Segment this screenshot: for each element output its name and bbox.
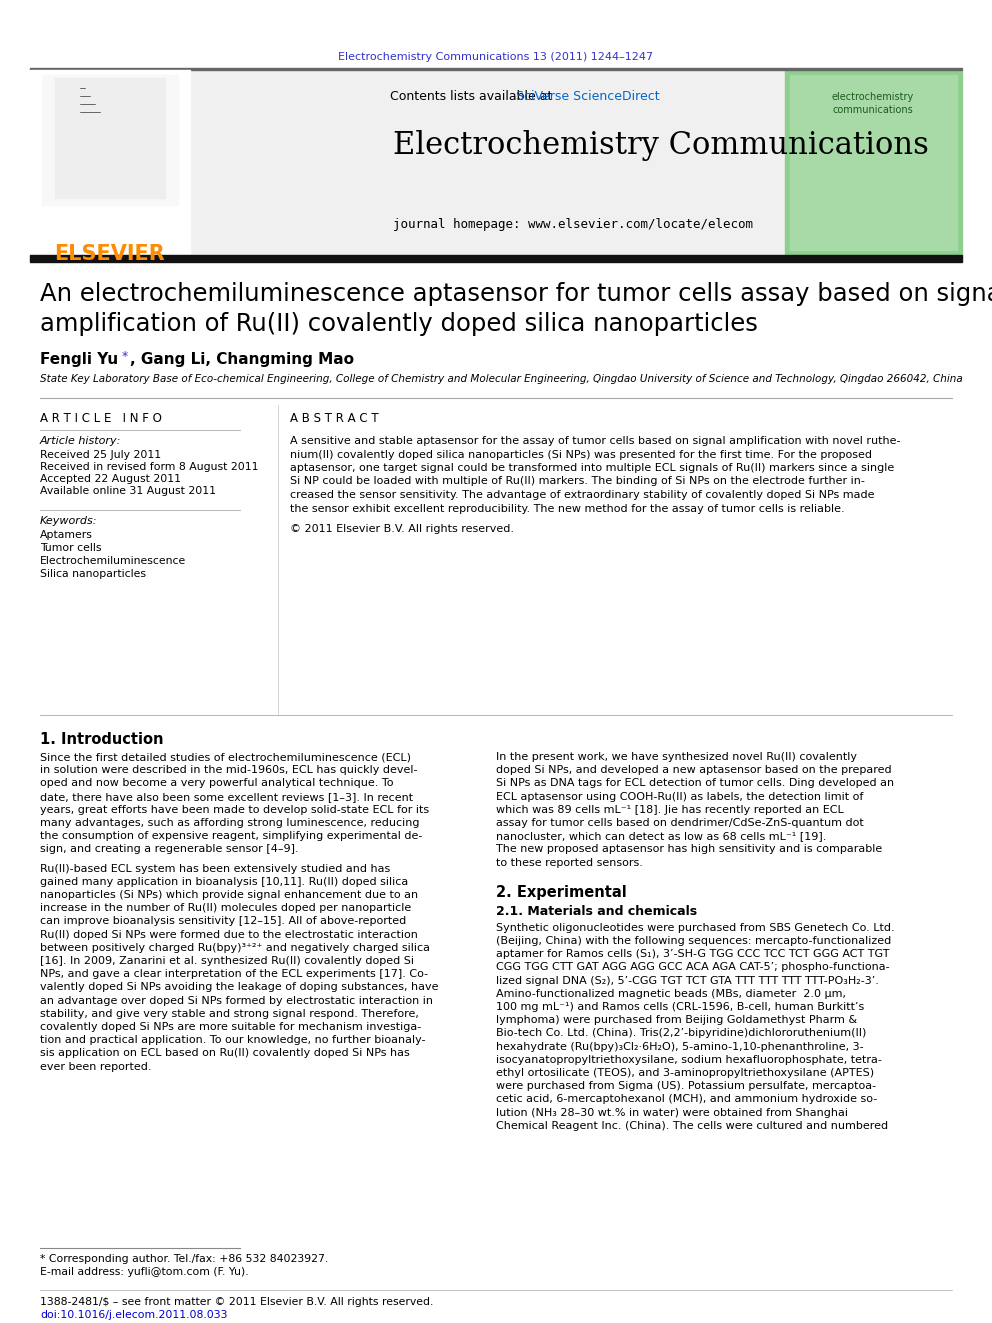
Text: gained many application in bioanalysis [10,11]. Ru(II) doped silica: gained many application in bioanalysis […	[40, 877, 409, 886]
Text: 2. Experimental: 2. Experimental	[496, 885, 627, 900]
Text: stability, and give very stable and strong signal respond. Therefore,: stability, and give very stable and stro…	[40, 1009, 419, 1019]
Text: lution (NH₃ 28–30 wt.% in water) were obtained from Shanghai: lution (NH₃ 28–30 wt.% in water) were ob…	[496, 1107, 848, 1118]
Text: Synthetic oligonucleotides were purchased from SBS Genetech Co. Ltd.: Synthetic oligonucleotides were purchase…	[496, 923, 895, 933]
Text: Electrochemistry Communications 13 (2011) 1244–1247: Electrochemistry Communications 13 (2011…	[338, 52, 654, 62]
Text: sis application on ECL based on Ru(II) covalently doped Si NPs has: sis application on ECL based on Ru(II) c…	[40, 1048, 410, 1058]
Text: the consumption of expensive reagent, simplifying experimental de-: the consumption of expensive reagent, si…	[40, 831, 423, 841]
Text: Contents lists available at: Contents lists available at	[390, 90, 557, 103]
Text: CGG TGG CTT GAT AGG AGG GCC ACA AGA CAT-5’; phospho-functiona-: CGG TGG CTT GAT AGG AGG GCC ACA AGA CAT-…	[496, 962, 890, 972]
Text: covalently doped Si NPs are more suitable for mechanism investiga-: covalently doped Si NPs are more suitabl…	[40, 1021, 422, 1032]
Text: A B S T R A C T: A B S T R A C T	[290, 411, 379, 425]
Text: tion and practical application. To our knowledge, no further bioanaly-: tion and practical application. To our k…	[40, 1035, 426, 1045]
Bar	[30, 70, 190, 255]
Bar	[190, 70, 785, 255]
Text: A sensitive and stable aptasensor for the assay of tumor cells based on signal a: A sensitive and stable aptasensor for th…	[290, 437, 901, 446]
Text: increase in the number of Ru(II) molecules doped per nanoparticle: increase in the number of Ru(II) molecul…	[40, 904, 412, 913]
Text: Aptamers: Aptamers	[40, 531, 93, 540]
Text: Electrochemistry Communications: Electrochemistry Communications	[393, 130, 929, 161]
Text: sign, and creating a regenerable sensor [4–9].: sign, and creating a regenerable sensor …	[40, 844, 299, 855]
Text: Article history:: Article history:	[40, 437, 121, 446]
Bar	[785, 70, 962, 255]
Text: In the present work, we have synthesized novel Ru(II) covalently: In the present work, we have synthesized…	[496, 751, 857, 762]
Text: between positively charged Ru(bpy)³⁺²⁺ and negatively charged silica: between positively charged Ru(bpy)³⁺²⁺ a…	[40, 943, 430, 953]
Text: 100 mg mL⁻¹) and Ramos cells (CRL-1596, B-cell, human Burkitt’s: 100 mg mL⁻¹) and Ramos cells (CRL-1596, …	[496, 1002, 864, 1012]
Text: amplification of Ru(II) covalently doped silica nanoparticles: amplification of Ru(II) covalently doped…	[40, 312, 758, 336]
Text: electrochemistry
communications: electrochemistry communications	[832, 93, 914, 115]
Text: ethyl ortosilicate (TEOS), and 3-aminopropyltriethoxysilane (APTES): ethyl ortosilicate (TEOS), and 3-aminopr…	[496, 1068, 874, 1078]
Text: lized signal DNA (S₂), 5’-CGG TGT TCT GTA TTT TTT TTT TTT-PO₃H₂-3’.: lized signal DNA (S₂), 5’-CGG TGT TCT GT…	[496, 975, 879, 986]
Text: Tumor cells: Tumor cells	[40, 542, 101, 553]
Bar	[790, 75, 957, 250]
Text: Available online 31 August 2011: Available online 31 August 2011	[40, 486, 216, 496]
Bar	[30, 67, 962, 70]
Text: NPs, and gave a clear interpretation of the ECL experiments [17]. Co-: NPs, and gave a clear interpretation of …	[40, 970, 429, 979]
Text: State Key Laboratory Base of Eco-chemical Engineering, College of Chemistry and : State Key Laboratory Base of Eco-chemica…	[40, 374, 963, 384]
Text: , Gang Li, Changming Mao: , Gang Li, Changming Mao	[130, 352, 354, 366]
Text: can improve bioanalysis sensitivity [12–15]. All of above-reported: can improve bioanalysis sensitivity [12–…	[40, 917, 407, 926]
Text: A R T I C L E   I N F O: A R T I C L E I N F O	[40, 411, 162, 425]
Text: nium(II) covalently doped silica nanoparticles (Si NPs) was presented for the fi: nium(II) covalently doped silica nanopar…	[290, 450, 872, 459]
Text: many advantages, such as affording strong luminescence, reducing: many advantages, such as affording stron…	[40, 818, 420, 828]
Text: Amino-functionalized magnetic beads (MBs, diameter  2.0 μm,: Amino-functionalized magnetic beads (MBs…	[496, 988, 846, 999]
Text: creased the sensor sensitivity. The advantage of extraordinary stability of cova: creased the sensor sensitivity. The adva…	[290, 490, 875, 500]
Text: Accepted 22 August 2011: Accepted 22 August 2011	[40, 474, 181, 484]
Text: doped Si NPs, and developed a new aptasensor based on the prepared: doped Si NPs, and developed a new aptase…	[496, 765, 892, 775]
Text: SciVerse ScienceDirect: SciVerse ScienceDirect	[516, 90, 660, 103]
Text: Chemical Reagent Inc. (China). The cells were cultured and numbered: Chemical Reagent Inc. (China). The cells…	[496, 1121, 888, 1131]
Text: Electrochemiluminescence: Electrochemiluminescence	[40, 556, 186, 566]
Text: Si NPs as DNA tags for ECL detection of tumor cells. Ding developed an: Si NPs as DNA tags for ECL detection of …	[496, 778, 894, 789]
Text: * Corresponding author. Tel./fax: +86 532 84023927.: * Corresponding author. Tel./fax: +86 53…	[40, 1254, 328, 1263]
Bar	[30, 255, 962, 262]
Text: Fengli Yu: Fengli Yu	[40, 352, 123, 366]
Text: isocyanatopropyltriethoxysilane, sodium hexafluorophosphate, tetra-: isocyanatopropyltriethoxysilane, sodium …	[496, 1054, 882, 1065]
Text: assay for tumor cells based on dendrimer/CdSe-ZnS-quantum dot: assay for tumor cells based on dendrimer…	[496, 818, 864, 828]
Text: Keywords:: Keywords:	[40, 516, 97, 527]
Text: lymphoma) were purchased from Beijing Goldamethyst Pharm &: lymphoma) were purchased from Beijing Go…	[496, 1015, 857, 1025]
Text: nanocluster, which can detect as low as 68 cells mL⁻¹ [19].: nanocluster, which can detect as low as …	[496, 831, 826, 841]
Text: Ru(II)-based ECL system has been extensively studied and has: Ru(II)-based ECL system has been extensi…	[40, 864, 390, 873]
Text: 1. Introduction: 1. Introduction	[40, 732, 164, 747]
Text: years, great efforts have been made to develop solid-state ECL for its: years, great efforts have been made to d…	[40, 804, 430, 815]
Text: An electrochemiluminescence aptasensor for tumor cells assay based on signal: An electrochemiluminescence aptasensor f…	[40, 282, 992, 306]
Text: an advantage over doped Si NPs formed by electrostatic interaction in: an advantage over doped Si NPs formed by…	[40, 996, 433, 1005]
Text: in solution were described in the mid-1960s, ECL has quickly devel-: in solution were described in the mid-19…	[40, 765, 418, 775]
Text: Since the first detailed studies of electrochemiluminescence (ECL): Since the first detailed studies of elec…	[40, 751, 411, 762]
Text: to these reported sensors.: to these reported sensors.	[496, 857, 643, 868]
Text: valently doped Si NPs avoiding the leakage of doping substances, have: valently doped Si NPs avoiding the leaka…	[40, 983, 438, 992]
Text: ECL aptasensor using COOH-Ru(II) as labels, the detection limit of: ECL aptasensor using COOH-Ru(II) as labe…	[496, 791, 863, 802]
Text: date, there have also been some excellent reviews [1–3]. In recent: date, there have also been some excellen…	[40, 791, 413, 802]
Text: Bio-tech Co. Ltd. (China). Tris(2,2’-bipyridine)dichlororuthenium(II): Bio-tech Co. Ltd. (China). Tris(2,2’-bip…	[496, 1028, 866, 1039]
Text: Received 25 July 2011: Received 25 July 2011	[40, 450, 161, 460]
Text: © 2011 Elsevier B.V. All rights reserved.: © 2011 Elsevier B.V. All rights reserved…	[290, 524, 514, 534]
Bar	[55, 78, 165, 198]
Text: (Beijing, China) with the following sequences: mercapto-functionalized: (Beijing, China) with the following sequ…	[496, 935, 891, 946]
Text: ever been reported.: ever been reported.	[40, 1061, 152, 1072]
Text: 2.1. Materials and chemicals: 2.1. Materials and chemicals	[496, 905, 697, 918]
Bar	[42, 75, 178, 205]
Text: hexahydrate (Ru(bpy)₃Cl₂·6H₂O), 5-amino-1,10-phenanthroline, 3-: hexahydrate (Ru(bpy)₃Cl₂·6H₂O), 5-amino-…	[496, 1041, 864, 1052]
Text: aptasensor, one target signal could be transformed into multiple ECL signals of : aptasensor, one target signal could be t…	[290, 463, 894, 474]
Text: oped and now become a very powerful analytical technique. To: oped and now become a very powerful anal…	[40, 778, 394, 789]
Text: Ru(II) doped Si NPs were formed due to the electrostatic interaction: Ru(II) doped Si NPs were formed due to t…	[40, 930, 418, 939]
Text: cetic acid, 6-mercaptohexanol (MCH), and ammonium hydroxide so-: cetic acid, 6-mercaptohexanol (MCH), and…	[496, 1094, 877, 1105]
Text: Silica nanoparticles: Silica nanoparticles	[40, 569, 146, 579]
Text: The new proposed aptasensor has high sensitivity and is comparable: The new proposed aptasensor has high sen…	[496, 844, 882, 855]
Text: 1388-2481/$ – see front matter © 2011 Elsevier B.V. All rights reserved.: 1388-2481/$ – see front matter © 2011 El…	[40, 1297, 434, 1307]
Text: aptamer for Ramos cells (S₁), 3’-SH-G TGG CCC TCC TCT GGG ACT TGT: aptamer for Ramos cells (S₁), 3’-SH-G TG…	[496, 949, 890, 959]
Text: Received in revised form 8 August 2011: Received in revised form 8 August 2011	[40, 462, 259, 472]
Text: ELSEVIER: ELSEVIER	[55, 243, 166, 265]
Text: the sensor exhibit excellent reproducibility. The new method for the assay of tu: the sensor exhibit excellent reproducibi…	[290, 504, 844, 513]
Text: E-mail address: yufli@tom.com (F. Yu).: E-mail address: yufli@tom.com (F. Yu).	[40, 1267, 249, 1277]
Text: which was 89 cells mL⁻¹ [18]. Jie has recently reported an ECL: which was 89 cells mL⁻¹ [18]. Jie has re…	[496, 804, 844, 815]
Text: *: *	[122, 351, 128, 363]
Text: journal homepage: www.elsevier.com/locate/elecom: journal homepage: www.elsevier.com/locat…	[393, 218, 753, 232]
Text: [16]. In 2009, Zanarini et al. synthesized Ru(II) covalently doped Si: [16]. In 2009, Zanarini et al. synthesiz…	[40, 957, 414, 966]
Text: doi:10.1016/j.elecom.2011.08.033: doi:10.1016/j.elecom.2011.08.033	[40, 1310, 227, 1320]
Text: nanoparticles (Si NPs) which provide signal enhancement due to an: nanoparticles (Si NPs) which provide sig…	[40, 890, 418, 900]
Text: were purchased from Sigma (US). Potassium persulfate, mercaptoa-: were purchased from Sigma (US). Potassiu…	[496, 1081, 876, 1091]
Text: Si NP could be loaded with multiple of Ru(II) markers. The binding of Si NPs on : Si NP could be loaded with multiple of R…	[290, 476, 865, 487]
